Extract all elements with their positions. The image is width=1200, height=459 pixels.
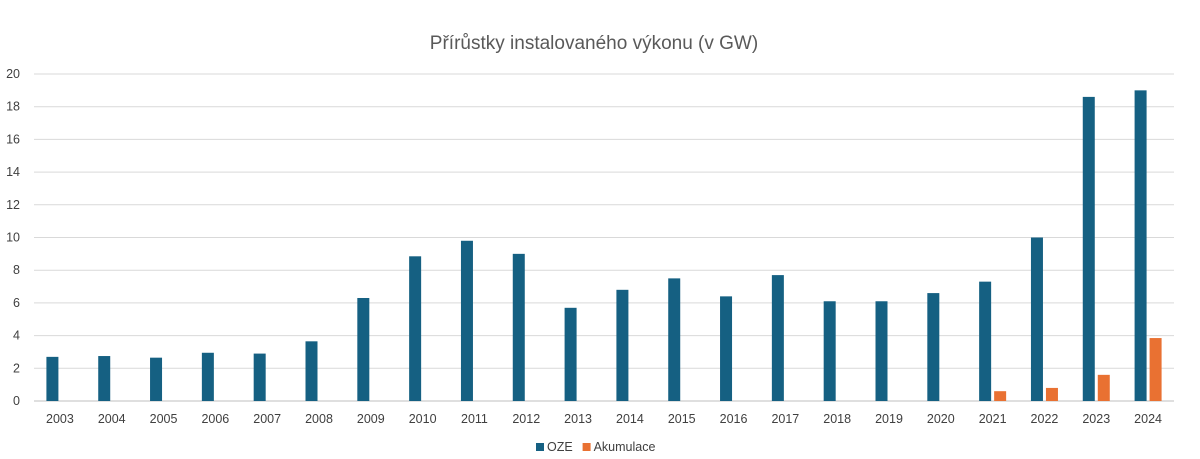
x-tick-label: 2020: [927, 412, 955, 426]
x-tick-label: 2022: [1031, 412, 1059, 426]
legend: OZE Akumulace: [536, 440, 655, 454]
x-tick-label: 2015: [668, 412, 696, 426]
x-tick-label: 2024: [1134, 412, 1162, 426]
x-tick-label: 2016: [720, 412, 748, 426]
bar-oze-2016: [720, 296, 733, 401]
x-tick-label: 2021: [979, 412, 1007, 426]
bar-oze-2004: [98, 356, 111, 401]
bar-oze-2010: [409, 256, 422, 401]
bar-oze-2023: [1082, 96, 1095, 401]
x-tick-label: 2019: [875, 412, 903, 426]
bar-oze-2005: [150, 357, 163, 401]
bar-oze-2007: [253, 353, 266, 401]
bar-oze-2022: [1030, 237, 1043, 401]
bar-oze-2008: [305, 341, 318, 401]
bar-oze-2009: [357, 297, 370, 401]
x-tick-label: 2009: [357, 412, 385, 426]
x-tick-label: 2011: [461, 412, 488, 426]
bar-oze-2012: [512, 253, 525, 401]
x-tick-label: 2014: [616, 412, 644, 426]
legend-label-akumulace: Akumulace: [594, 440, 656, 454]
x-tick-label: 2004: [98, 412, 126, 426]
y-tick-label: 12: [6, 198, 20, 212]
bar-oze-2020: [927, 293, 940, 401]
chart-title: Přírůstky instalovaného výkonu (v GW): [430, 33, 758, 54]
bar-oze-2018: [823, 301, 836, 401]
bar-oze-2019: [875, 301, 888, 401]
x-tick-label: 2017: [771, 412, 799, 426]
x-tick-label: 2007: [253, 412, 281, 426]
x-tick-label: 2023: [1082, 412, 1110, 426]
x-axis-ticks: 2003 2004 2005 2006 2007 2008 2009 2010 2011 2012…: [46, 412, 1162, 426]
x-tick-label: 2018: [823, 412, 851, 426]
bar-oze-2021: [979, 281, 992, 401]
legend-label-oze: OZE: [547, 440, 573, 454]
x-tick-label: 2013: [564, 412, 592, 426]
legend-swatch-akumulace: [582, 443, 591, 451]
bar-oze-2014: [616, 289, 629, 401]
y-tick-label: 0: [13, 394, 20, 408]
y-tick-label: 2: [13, 361, 20, 375]
x-tick-label: 2006: [201, 412, 229, 426]
x-tick-label: 2003: [46, 412, 74, 426]
bar-akumulace-2021: [994, 391, 1007, 401]
y-tick-label: 14: [6, 165, 20, 179]
y-tick-label: 4: [13, 329, 20, 343]
y-tick-label: 16: [6, 132, 20, 146]
y-tick-label: 18: [6, 100, 20, 114]
x-tick-label: 2010: [409, 412, 437, 426]
bar-oze-2015: [668, 278, 681, 401]
bars: [46, 90, 1162, 401]
x-tick-label: 2008: [305, 412, 333, 426]
bar-akumulace-2024: [1149, 338, 1162, 401]
legend-swatch-oze: [536, 443, 544, 451]
y-axis-ticks: 0 2 4 6 8 10 12 14 16 18 20: [6, 67, 20, 408]
x-tick-label: 2005: [150, 412, 178, 426]
y-tick-label: 6: [13, 296, 20, 310]
bar-oze-2017: [771, 275, 784, 401]
bar-oze-2006: [201, 352, 214, 401]
bar-oze-2013: [564, 307, 577, 401]
y-tick-label: 10: [6, 231, 20, 245]
bar-oze-2003: [46, 356, 59, 401]
bar-akumulace-2022: [1045, 387, 1058, 401]
bar-oze-2011: [460, 240, 473, 401]
bar-oze-2024: [1134, 90, 1147, 401]
y-tick-label: 8: [13, 263, 20, 277]
y-tick-label: 20: [6, 67, 20, 81]
bar-akumulace-2023: [1097, 374, 1110, 401]
gridlines: [34, 73, 1174, 402]
x-tick-label: 2012: [512, 412, 540, 426]
